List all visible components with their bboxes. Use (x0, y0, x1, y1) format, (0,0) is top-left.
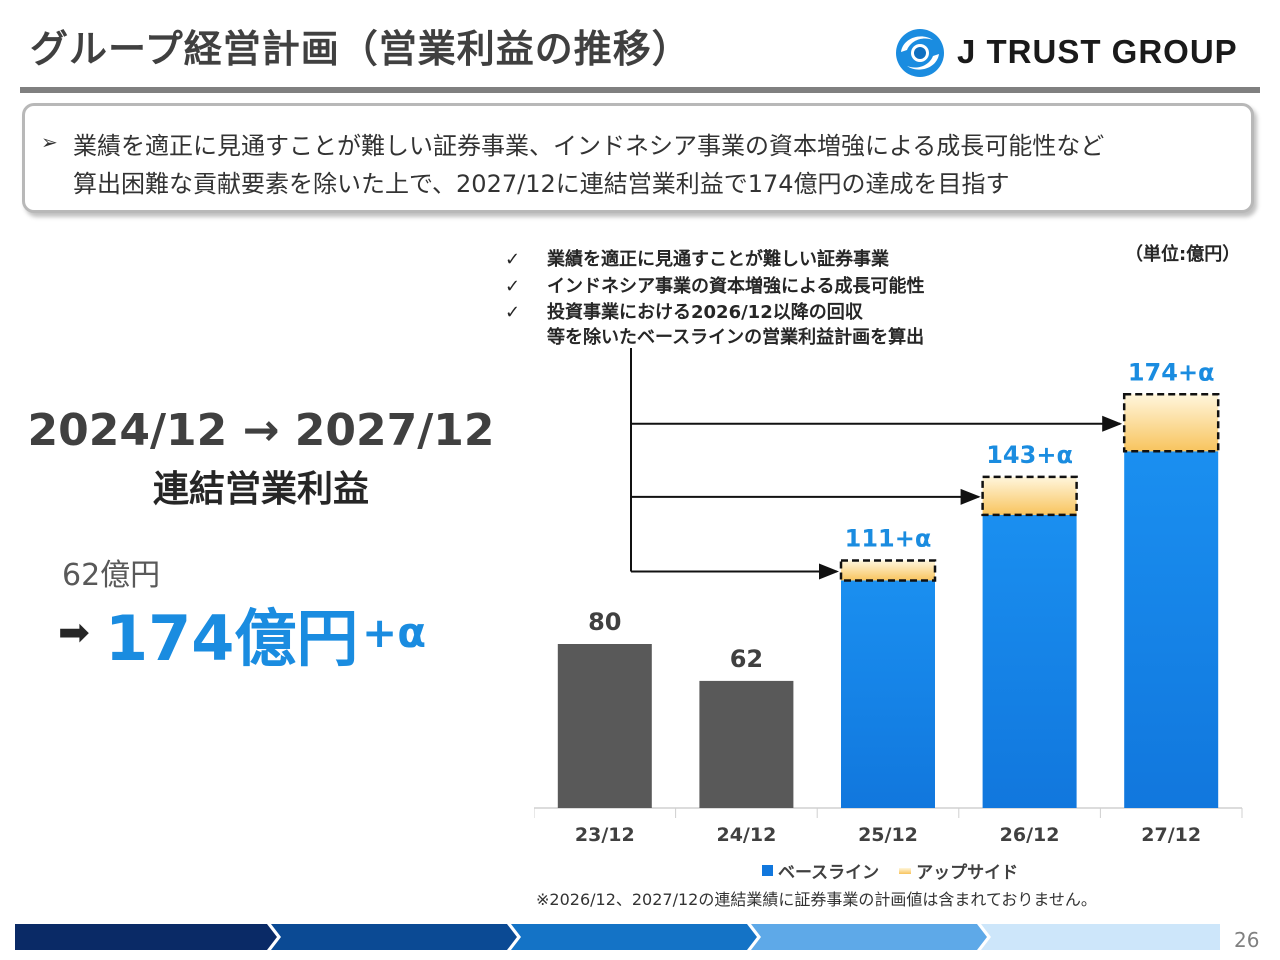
logo-swirl-icon (896, 29, 944, 77)
legend-label-upside: アップサイド (916, 863, 1019, 883)
data-label-24/12: 62 (730, 645, 763, 673)
footnote: ※2026/12、2027/12の連結業績に証券事業の計画値は含まれておりません… (536, 890, 1097, 909)
chart-legend: ベースライン アップサイド (762, 858, 1018, 883)
footer-chevron-5 (981, 924, 1220, 950)
x-tick-label-26/12: 26/12 (1000, 824, 1060, 846)
summary-line-2: 算出困難な貢献要素を除いた上で、2027/12に連結営業利益で174億円の達成を… (73, 170, 1010, 198)
unit-label: （単位:億円） (1125, 244, 1241, 265)
baseline-bar-27/12 (1124, 451, 1219, 808)
upside-box-26/12 (981, 475, 1078, 517)
period-heading: 2024/12 → 2027/12 (27, 405, 495, 456)
checklist-item-4: 等を除いたベースラインの営業利益計画を算出 (547, 327, 925, 348)
logo-text: J TRUST GROUP (957, 33, 1238, 70)
x-tick-label-23/12: 23/12 (575, 824, 635, 846)
checklist-text: 業績を適正に見通すことが難しい証券事業 (547, 249, 889, 270)
baseline-bar-25/12 (841, 580, 935, 808)
footer-chevron-1 (15, 924, 277, 950)
page-number: 26 (1234, 928, 1260, 952)
checklist-item-1: ✓ 業績を適正に見通すことが難しい証券事業 (505, 245, 889, 271)
baseline-bar-26/12 (982, 514, 1077, 808)
right-arrow-icon: ➡ (58, 610, 90, 654)
title-divider (20, 87, 1260, 93)
metric-heading: 連結営業利益 (152, 469, 369, 510)
summary-box: ➢ 業績を適正に見通すことが難しい証券事業、インドネシア事業の資本増強による成長… (22, 103, 1254, 213)
check-icon: ✓ (505, 276, 521, 297)
legend-label-baseline: ベースライン (778, 863, 880, 883)
target-value: 174億円 (105, 602, 359, 675)
upside-box-25/12 (839, 559, 937, 582)
page-title: グループ経営計画（営業利益の推移） (30, 27, 691, 71)
x-tick-label-24/12: 24/12 (716, 824, 776, 846)
start-value: 62億円 (62, 558, 161, 593)
checklist-item-3: ✓ 投資事業における2026/12以降の回収 (505, 298, 863, 324)
checklist-text: インドネシア事業の資本増強による成長可能性 (547, 276, 925, 297)
bullet-arrow-icon: ➢ (41, 130, 58, 154)
data-label-25/12: 111+α (845, 524, 932, 552)
data-label-27/12: 174+α (1128, 358, 1215, 386)
x-tick-label-25/12: 25/12 (858, 824, 918, 846)
checklist-text: 投資事業における2026/12以降の回収 (547, 302, 863, 323)
legend-swatch-upside (899, 867, 912, 874)
data-label-26/12: 143+α (986, 441, 1073, 469)
company-logo: J TRUST GROUP (895, 28, 1265, 78)
target-alpha-suffix: +α (362, 608, 427, 657)
x-tick-label-27/12: 27/12 (1141, 824, 1201, 846)
footer-progress-chevrons (15, 924, 1220, 950)
upside-box-27/12 (1122, 393, 1220, 453)
check-icon: ✓ (505, 302, 521, 323)
actual-bar-23/12 (557, 644, 652, 808)
check-icon: ✓ (505, 249, 521, 270)
actual-bar-24/12 (699, 680, 794, 808)
footer-chevron-3 (511, 924, 757, 950)
legend-swatch-baseline (762, 865, 773, 876)
footer-chevron-4 (751, 924, 987, 950)
footer-chevron-2 (271, 924, 517, 950)
data-label-23/12: 80 (588, 608, 621, 636)
summary-line-1: 業績を適正に見通すことが難しい証券事業、インドネシア事業の資本増強による成長可能… (73, 132, 1105, 160)
checklist-item-2: ✓ インドネシア事業の資本増強による成長可能性 (505, 272, 924, 298)
operating-profit-chart: 80 23/12 62 24/12 111+α 25/12 143+α 26/12 174+α 2… (534, 348, 1243, 846)
